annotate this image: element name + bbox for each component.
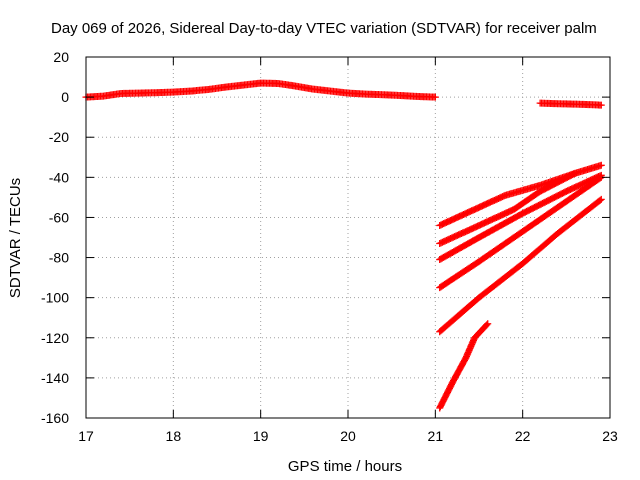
series-line-2 [436,169,579,248]
x-tick-label: 23 [602,428,618,444]
x-tick-label: 20 [340,428,356,444]
data-point [484,320,492,328]
series-main-track [82,79,439,101]
y-tick-label: -60 [49,209,69,225]
y-axis-label: SDTVAR / TECUs [7,178,24,298]
y-tick-label: -80 [49,250,69,266]
data-point [596,174,604,182]
y-tick-label: -100 [41,290,69,306]
x-axis-label: GPS time / hours [288,458,402,475]
x-tick-label: 22 [515,428,531,444]
data-point [597,161,605,169]
data-point [596,196,604,204]
data-point [571,169,579,177]
series-late-track [536,99,605,109]
data-point [597,101,605,109]
y-tick-label: -120 [41,330,69,346]
x-tick-label: 19 [253,428,269,444]
series-line-6 [436,320,492,412]
data-point [597,195,605,203]
y-tick-label: 20 [53,49,69,65]
data-point [431,93,439,101]
series-line-4 [436,173,605,292]
series-line-5 [436,195,605,336]
y-tick-label: -160 [41,410,69,426]
series-line-1 [436,161,605,229]
y-tick-label: -40 [49,169,69,185]
data-point [570,170,578,178]
y-tick-label: -140 [41,370,69,386]
data-point [483,321,491,329]
axis-ticks: 17 18 19 20 21 22 23 20 0 -20 -40 -60 -80 -100 -120 -14… [41,49,618,444]
x-tick-label: 18 [166,428,182,444]
x-tick-label: 21 [428,428,444,444]
chart-title: Day 069 of 2026, Sidereal Day-to-day VTE… [51,20,597,37]
data-markers [82,79,605,412]
x-tick-label: 17 [78,428,94,444]
y-tick-label: -20 [49,129,69,145]
grid-lines [86,57,610,418]
y-tick-label: 0 [61,89,69,105]
